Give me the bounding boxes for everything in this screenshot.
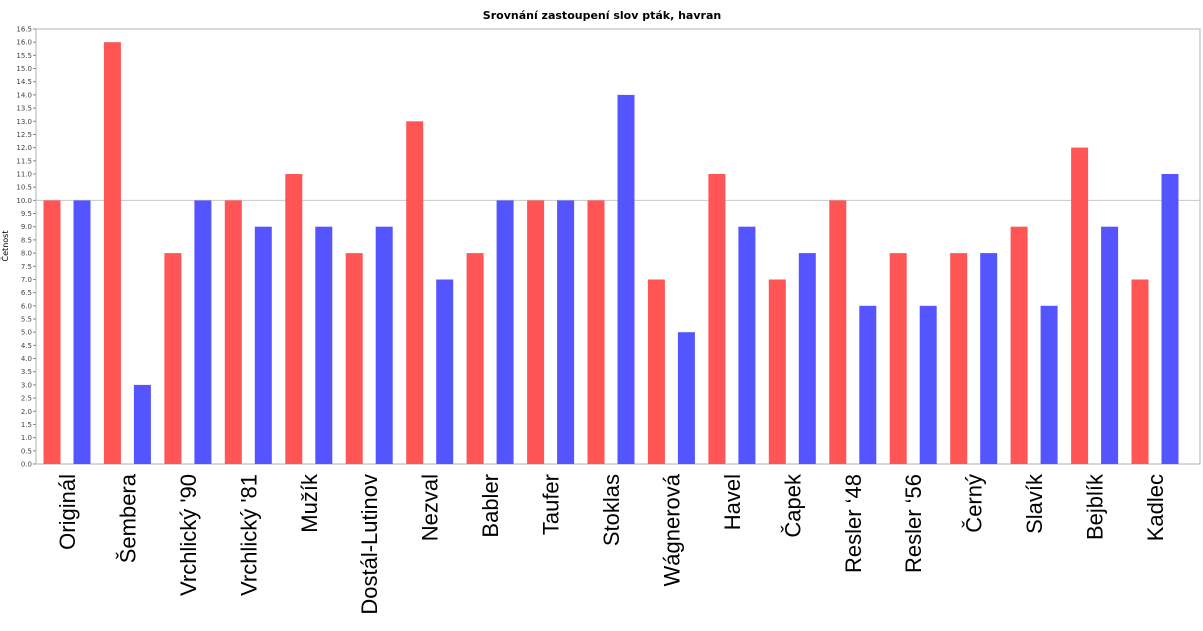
x-tick-label: Wágnerová xyxy=(659,473,684,586)
x-tick-label: Havel xyxy=(720,474,745,530)
y-tick-label: 16.0 xyxy=(16,39,32,47)
x-tick-label: Vrchlický '81 xyxy=(236,474,261,596)
y-tick-label: 7.0 xyxy=(21,276,32,284)
y-tick-label: 15.5 xyxy=(16,52,32,60)
x-tick-label: Taufer xyxy=(539,474,564,535)
bar-ptak-7 xyxy=(466,253,484,464)
y-tick-label: 0.0 xyxy=(21,461,32,469)
x-tick-label: Slavík xyxy=(1022,473,1047,534)
y-tick-label: 4.5 xyxy=(21,342,32,350)
y-tick-label: 5.5 xyxy=(21,316,32,324)
bar-ptak-1 xyxy=(103,42,121,464)
bar-ptak-10 xyxy=(647,279,665,464)
y-tick-label: 14.0 xyxy=(16,91,32,99)
x-tick-label: Vrchlický '90 xyxy=(176,474,201,596)
x-tick-label: Kadlec xyxy=(1143,474,1168,541)
x-tick-label: Stoklas xyxy=(599,474,624,546)
bar-havran-10 xyxy=(677,332,695,464)
y-tick-label: 2.5 xyxy=(21,395,32,403)
bar-ptak-18 xyxy=(1131,279,1149,464)
y-tick-label: 9.0 xyxy=(21,223,32,231)
y-tick-label: 11.0 xyxy=(16,171,32,179)
x-tick-label: Babler xyxy=(478,474,503,538)
bar-havran-2 xyxy=(194,200,212,464)
y-tick-label: 12.0 xyxy=(16,144,32,152)
bar-havran-15 xyxy=(980,253,998,464)
bar-havran-14 xyxy=(919,305,937,464)
y-axis-label: Četnost xyxy=(0,231,10,262)
bar-havran-6 xyxy=(436,279,454,464)
x-tick-label: Nezval xyxy=(418,474,443,541)
y-tick-label: 2.0 xyxy=(21,408,32,416)
x-tick-label: Bejblík xyxy=(1083,473,1108,540)
y-tick-label: 12.5 xyxy=(16,131,32,139)
bar-havran-8 xyxy=(557,200,575,464)
bar-havran-1 xyxy=(133,384,151,464)
y-tick-label: 3.0 xyxy=(21,381,32,389)
bar-ptak-4 xyxy=(285,174,303,464)
x-tick-label: Resler ‘48 xyxy=(841,474,866,573)
bar-ptak-12 xyxy=(768,279,786,464)
y-tick-label: 1.0 xyxy=(21,434,32,442)
y-tick-label: 10.0 xyxy=(16,197,32,205)
bar-ptak-17 xyxy=(1071,147,1089,464)
bar-havran-16 xyxy=(1040,305,1058,464)
y-tick-label: 13.0 xyxy=(16,118,32,126)
bar-havran-0 xyxy=(73,200,91,464)
bar-ptak-0 xyxy=(43,200,61,464)
bar-ptak-14 xyxy=(889,253,907,464)
x-tick-label: Originál xyxy=(55,474,80,550)
bar-ptak-2 xyxy=(164,253,182,464)
bar-havran-7 xyxy=(496,200,514,464)
y-tick-label: 5.0 xyxy=(21,329,32,337)
y-tick-label: 4.0 xyxy=(21,355,32,363)
y-tick-label: 14.5 xyxy=(16,78,32,86)
y-tick-label: 0.5 xyxy=(21,447,32,455)
y-tick-label: 6.0 xyxy=(21,302,32,310)
bar-ptak-3 xyxy=(224,200,242,464)
bar-havran-3 xyxy=(254,226,272,464)
bar-havran-12 xyxy=(798,253,816,464)
x-tick-label: Čapek xyxy=(780,473,805,538)
x-tick-label: Šembera xyxy=(115,473,140,563)
y-tick-label: 7.5 xyxy=(21,263,32,271)
bar-havran-5 xyxy=(375,226,393,464)
y-tick-label: 3.5 xyxy=(21,368,32,376)
bar-ptak-8 xyxy=(527,200,545,464)
x-tick-label: Dostál-Lutinov xyxy=(357,474,382,615)
y-tick-label: 13.5 xyxy=(16,105,32,113)
bar-havran-17 xyxy=(1101,226,1119,464)
chart-title: Srovnání zastoupení slov pták, havran xyxy=(483,9,721,22)
x-tick-label: Černý xyxy=(962,474,987,533)
y-tick-label: 11.5 xyxy=(16,157,32,165)
bar-ptak-13 xyxy=(829,200,847,464)
bar-havran-13 xyxy=(859,305,877,464)
bar-ptak-6 xyxy=(406,121,424,465)
x-tick-label: Resler ‘56 xyxy=(901,474,926,573)
y-tick-label: 15.0 xyxy=(16,65,32,73)
x-tick-label: Mužík xyxy=(297,473,322,533)
bar-havran-18 xyxy=(1161,174,1179,464)
bar-ptak-9 xyxy=(587,200,605,464)
bar-havran-4 xyxy=(315,226,333,464)
bar-havran-11 xyxy=(738,226,756,464)
bar-ptak-5 xyxy=(345,253,363,464)
bar-ptak-15 xyxy=(950,253,968,464)
bar-havran-9 xyxy=(617,94,635,465)
y-tick-label: 10.5 xyxy=(16,184,32,192)
y-tick-label: 8.5 xyxy=(21,236,32,244)
bar-ptak-16 xyxy=(1010,226,1028,464)
y-tick-label: 8.0 xyxy=(21,250,32,258)
y-tick-label: 9.5 xyxy=(21,210,32,218)
bar-ptak-11 xyxy=(708,174,726,464)
y-tick-label: 1.5 xyxy=(21,421,32,429)
y-tick-label: 16.5 xyxy=(16,26,32,34)
y-tick-label: 6.5 xyxy=(21,289,32,297)
